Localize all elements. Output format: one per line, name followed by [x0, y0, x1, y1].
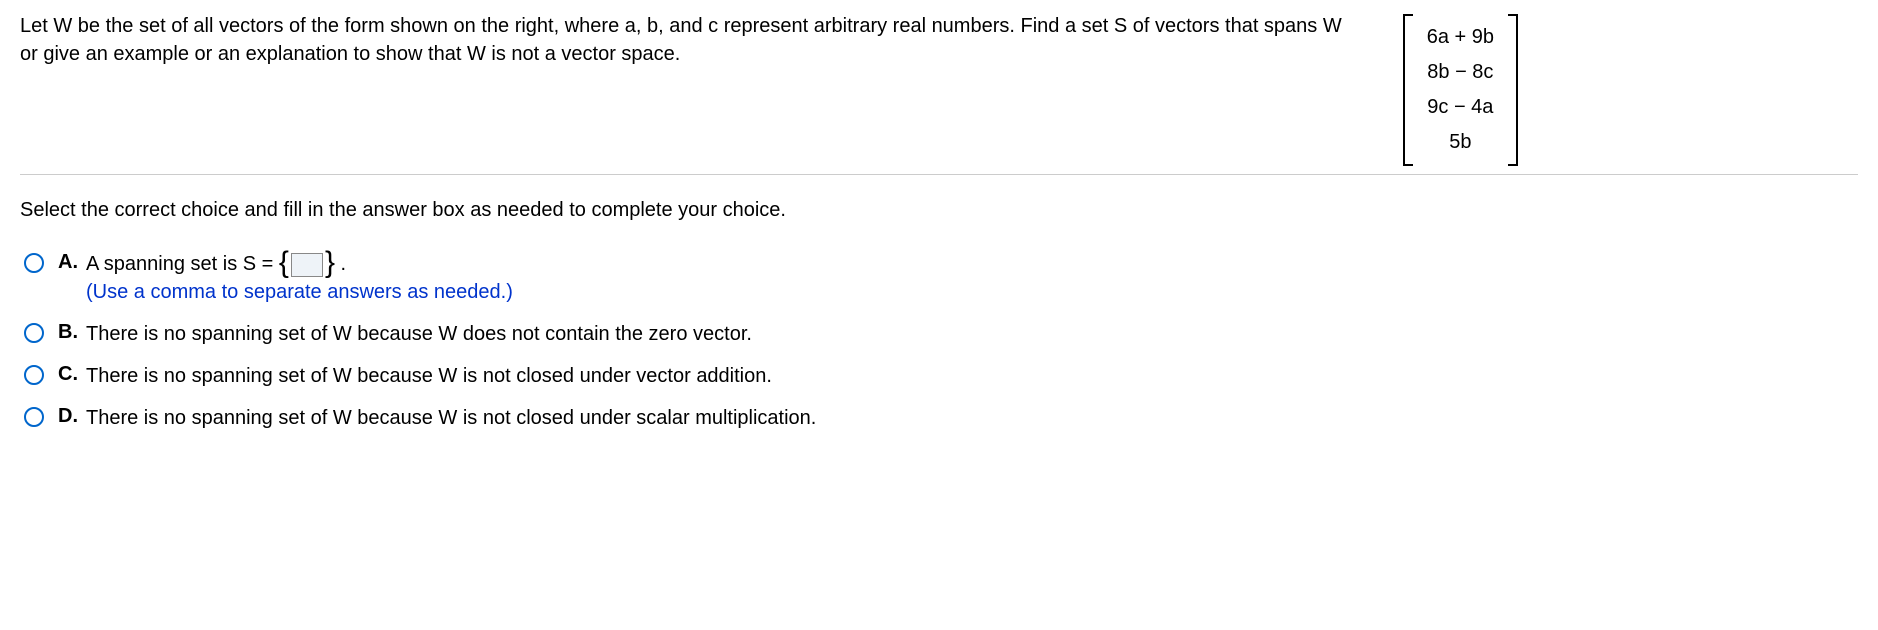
choice-body-a: A spanning set is S = {} . (Use a comma … [86, 250, 1858, 306]
radio-a[interactable] [24, 253, 44, 273]
right-brace-icon: } [325, 253, 335, 273]
instruction-text: Select the correct choice and fill in th… [20, 199, 1858, 222]
vector-entry: 6a + 9b [1423, 20, 1498, 55]
vector-entry: 8b − 8c [1423, 55, 1498, 90]
choice-body-c: There is no spanning set of W because W … [86, 362, 1858, 390]
vector-display: 6a + 9b 8b − 8c 9c − 4a 5b [1403, 14, 1518, 166]
radio-b[interactable] [24, 323, 44, 343]
choice-b: B. There is no spanning set of W because… [24, 320, 1858, 348]
choice-letter-a: A. [58, 251, 86, 274]
question-text: Let W be the set of all vectors of the f… [20, 12, 1403, 68]
choice-body-b: There is no spanning set of W because W … [86, 320, 1858, 348]
vector-entries: 6a + 9b 8b − 8c 9c − 4a 5b [1413, 14, 1508, 166]
choices-list: A. A spanning set is S = {} . (Use a com… [20, 250, 1858, 432]
set-input-wrapper: {} [279, 253, 335, 277]
bracket-right [1508, 14, 1518, 166]
choice-letter-b: B. [58, 321, 86, 344]
choice-a: A. A spanning set is S = {} . (Use a com… [24, 250, 1858, 306]
question-section: Let W be the set of all vectors of the f… [20, 12, 1858, 175]
vector-entry: 9c − 4a [1423, 90, 1498, 125]
left-brace-icon: { [279, 253, 289, 273]
choice-body-d: There is no spanning set of W because W … [86, 404, 1858, 432]
bracket-left [1403, 14, 1413, 166]
choice-a-suffix: . [335, 253, 346, 275]
radio-c[interactable] [24, 365, 44, 385]
choice-c: C. There is no spanning set of W because… [24, 362, 1858, 390]
choice-d: D. There is no spanning set of W because… [24, 404, 1858, 432]
choice-letter-d: D. [58, 405, 86, 428]
choice-letter-c: C. [58, 363, 86, 386]
choice-a-hint: (Use a comma to separate answers as need… [86, 281, 513, 303]
vector-entry: 5b [1423, 125, 1498, 160]
radio-d[interactable] [24, 407, 44, 427]
spanning-set-input[interactable] [291, 253, 323, 277]
choice-a-prefix: A spanning set is S = [86, 253, 279, 275]
